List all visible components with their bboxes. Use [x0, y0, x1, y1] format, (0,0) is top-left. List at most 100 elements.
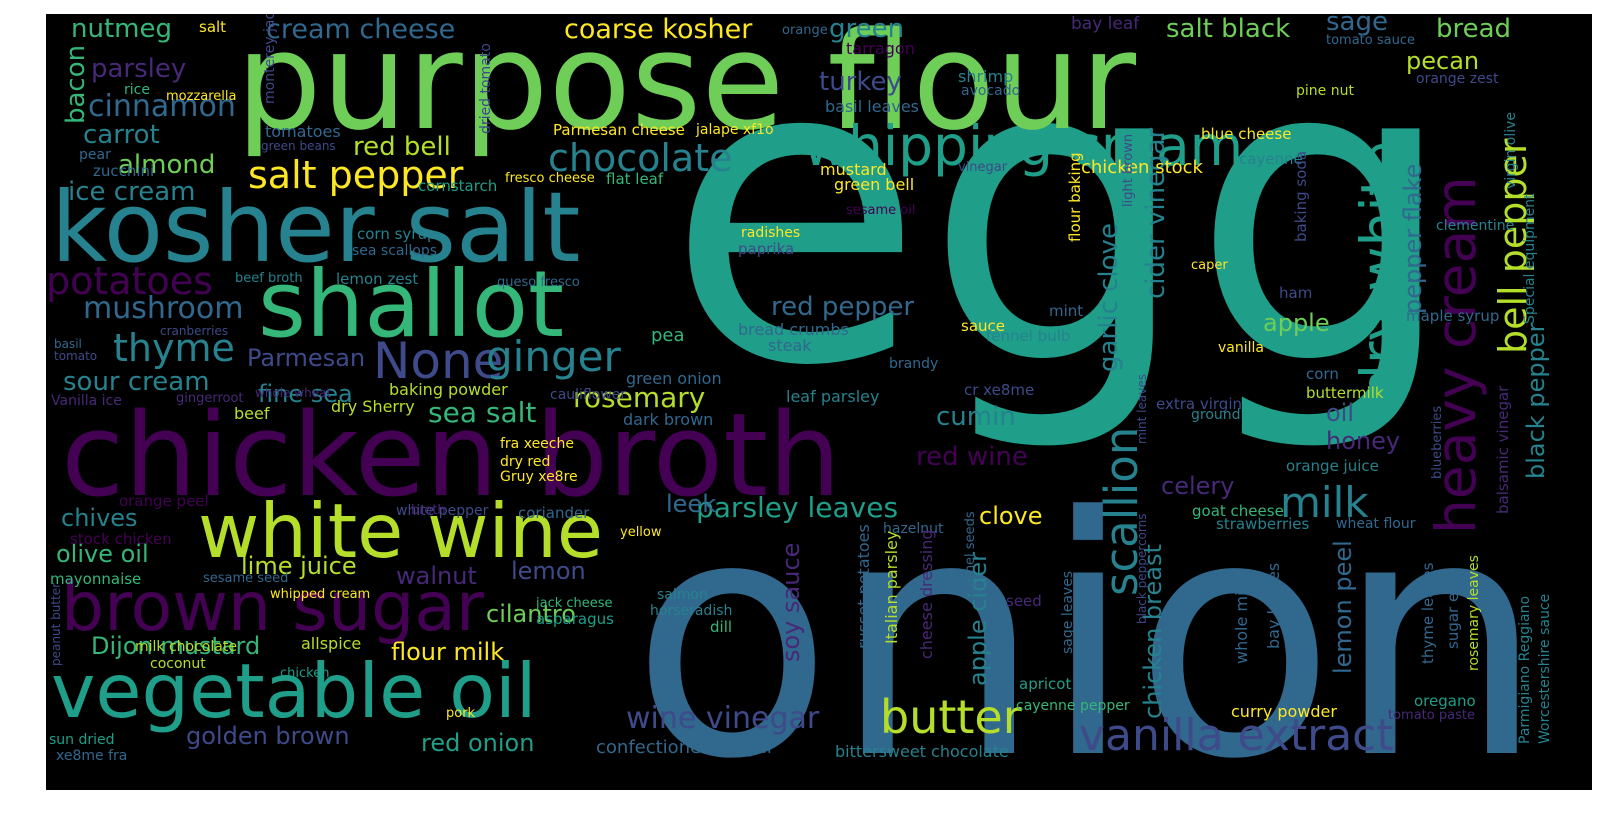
word-mozzarella: mozzarella	[166, 89, 237, 104]
word-lemon-peel: lemon peel	[1329, 540, 1357, 674]
word-nutmeg: nutmeg	[71, 14, 172, 44]
word-orange-peel: orange peel	[119, 492, 209, 510]
word-light-brown: light brown	[1121, 133, 1136, 207]
word-asparagus: asparagus	[536, 610, 614, 628]
word-wine-vinegar: wine vinegar	[626, 701, 820, 736]
word-blueberries: blueberries	[1430, 405, 1445, 479]
word-clementine: clementine	[1436, 218, 1515, 234]
word-purpose-flour: purpose flour	[236, 14, 1137, 160]
word-broth: broth	[411, 503, 446, 518]
word-ice-cream: ice cream	[68, 177, 196, 207]
word-pea: pea	[651, 325, 685, 346]
word-sugar-egg: sugar egg	[1444, 573, 1462, 649]
word-monterey-jack: monterey jack	[262, 14, 278, 104]
word-kosher-salt: kosher salt	[51, 171, 581, 284]
word-egg: egg	[666, 14, 1458, 458]
word-lime-juice: lime juice	[241, 552, 357, 580]
word-vegetable-oil: vegetable oil	[51, 647, 537, 735]
word-thyme: thyme	[113, 326, 235, 370]
word-tomato-sauce: tomato sauce	[1326, 33, 1415, 48]
word-pepper-flake: pepper flake	[1399, 163, 1427, 314]
word-confectioners-sugar: confectioners sugar	[596, 737, 775, 758]
word-zucchini: zucchini	[93, 162, 155, 180]
word-radishes: radishes	[741, 225, 801, 241]
word-flat-leaf: flat leaf	[606, 170, 664, 188]
word-corn-syrup: corn syrup	[357, 225, 437, 243]
word-rosemary: rosemary	[573, 381, 706, 414]
word-none: None	[373, 332, 504, 390]
word-orange-zest: orange zest	[1416, 71, 1499, 87]
word-cheese-dressing: cheese dressing	[917, 529, 936, 659]
word-oil: oil	[1326, 399, 1355, 427]
word-turkey: turkey	[819, 67, 902, 97]
word-sesame-seed: sesame seed	[203, 571, 289, 586]
word-mayonnaise: mayonnaise	[50, 570, 142, 588]
word-milk: milk	[1280, 478, 1369, 527]
word-almond: almond	[118, 150, 216, 180]
word-mustard: mustard	[820, 160, 887, 179]
word-pecan: pecan	[1406, 47, 1480, 75]
word-oregano: oregano	[1414, 692, 1476, 710]
word-baking-soda: baking soda	[1292, 150, 1310, 242]
word-buttermilk: buttermilk	[1306, 384, 1384, 402]
word-rice: rice	[124, 82, 150, 98]
word-dry-red: dry red	[500, 454, 551, 470]
word-gruy-xe8re: Gruy xe8re	[500, 469, 578, 485]
word-ginger: ginger	[486, 332, 621, 381]
word-cayenne: cayenne	[1239, 150, 1303, 168]
word-black-peppercorns: black peppercorns	[1135, 513, 1149, 624]
word-thyme-leaves: thyme leaves	[1419, 562, 1437, 664]
word-caper: caper	[1191, 258, 1228, 273]
word-basil-leaves: basil leaves	[825, 97, 920, 116]
word-baking-powder: baking powder	[389, 380, 508, 399]
word-sea-salt: sea salt	[428, 396, 537, 429]
word-balsamic-vinegar: balsamic vinegar	[1494, 385, 1512, 514]
word-bittersweet-chocolate: bittersweet chocolate	[835, 742, 1009, 761]
word-fine-sea: fine sea	[258, 380, 353, 408]
word-dill: dill	[710, 618, 733, 636]
word-pine-nut: pine nut	[1296, 83, 1354, 99]
word-apricot: apricot	[1019, 675, 1072, 693]
word-parsley-leaves: parsley leaves	[696, 491, 899, 524]
word-parmesan: Parmesan	[247, 344, 366, 372]
word-queso-fresco: queso fresco	[497, 275, 580, 290]
word-seed: seed	[1006, 592, 1042, 610]
word-ground: ground	[1191, 407, 1241, 423]
word-green-bell: green bell	[834, 175, 915, 194]
word-sesame-oil: sesame oil	[846, 203, 916, 218]
word-dried-tomato: dried tomato	[478, 43, 494, 134]
word-mint-leaves: mint leaves	[1135, 374, 1149, 444]
word-cayenne-pepper: cayenne pepper	[1016, 698, 1130, 714]
word-vinegar: vinegar	[958, 160, 1008, 175]
word-xe8me-fra: xe8me fra	[56, 748, 128, 764]
word-chives: chives	[61, 504, 138, 532]
word-dijon-mustard: Dijon mustard	[91, 632, 261, 660]
word-cauliflower: cauliflower	[550, 387, 627, 403]
word-chicken-stock: chicken stock	[1081, 157, 1203, 178]
word-rosemary-leaves: rosemary leaves	[1466, 555, 1482, 671]
word-cloud: egg onion purpose flour chicken broth kosher…	[46, 14, 1592, 790]
word-butter: butter	[880, 690, 1022, 744]
word-leaf-parsley: leaf parsley	[786, 387, 880, 406]
word-gingerroot: gingerroot	[176, 391, 244, 406]
word-cinnamon: cinnamon	[88, 89, 236, 124]
word-beef-broth: beef broth	[235, 271, 303, 286]
word-allspice: allspice	[301, 634, 362, 653]
word-sour-cream: sour cream	[63, 367, 210, 397]
word-fennel-seeds: fennel seeds	[963, 511, 978, 594]
word-lemon-zest: lemon zest	[336, 270, 419, 288]
word-cream-cheese: cream cheese	[266, 14, 456, 45]
word-chocolate: chocolate	[548, 136, 733, 180]
word-beef: beef	[234, 404, 270, 423]
word-cornstarch: cornstarch	[418, 177, 498, 195]
word-celery: celery	[1161, 472, 1235, 500]
word-cider-vinegar: cider vinegar	[1141, 127, 1171, 299]
word-lemon: lemon	[511, 557, 586, 585]
word-chicken-broth: chicken broth	[61, 389, 842, 523]
word-vanilla: vanilla	[1218, 340, 1264, 356]
word-ham: ham	[1279, 284, 1313, 302]
word-stock-chicken: stock chicken	[70, 530, 172, 548]
word-salt: salt	[199, 18, 227, 36]
word-green-beans: green beans	[261, 139, 336, 153]
word-dark-brown: dark brown	[623, 410, 714, 429]
